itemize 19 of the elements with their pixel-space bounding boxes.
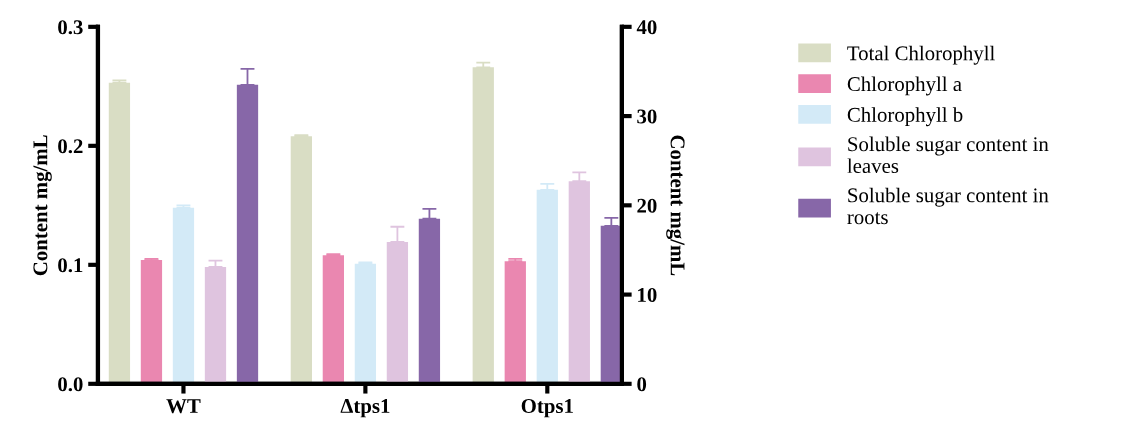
y-axis-title: Content mg/mL	[33, 135, 52, 276]
y2-tick-label: 40	[636, 20, 657, 35]
y2-tick-label: 30	[637, 109, 657, 124]
y2-tick-label: 0	[637, 377, 647, 392]
y-tick-label: 0.1	[58, 258, 83, 273]
y-tick-label: 0.3	[58, 20, 83, 35]
legend-label: Soluble sugar content in leaves	[847, 136, 1049, 174]
legend-label: Total Chlorophyll	[847, 45, 995, 65]
legend-label: Chlorophyll a	[847, 76, 962, 96]
x-tick-label: WT	[166, 399, 201, 414]
y2-tick-label: 10	[638, 287, 657, 303]
x-tick-label: Otps1	[521, 399, 573, 418]
legend-label: Chlorophyll b	[847, 107, 963, 127]
y-tick-label: 0.0	[58, 377, 83, 392]
y2-tick-label: 20	[637, 198, 657, 213]
legend-label: Soluble sugar content in roots	[847, 187, 1049, 225]
y-tick-label: 0.2	[58, 139, 83, 154]
x-tick-label: Δtps1	[340, 399, 390, 418]
y2-axis-title: Content mg/mL	[666, 135, 685, 276]
